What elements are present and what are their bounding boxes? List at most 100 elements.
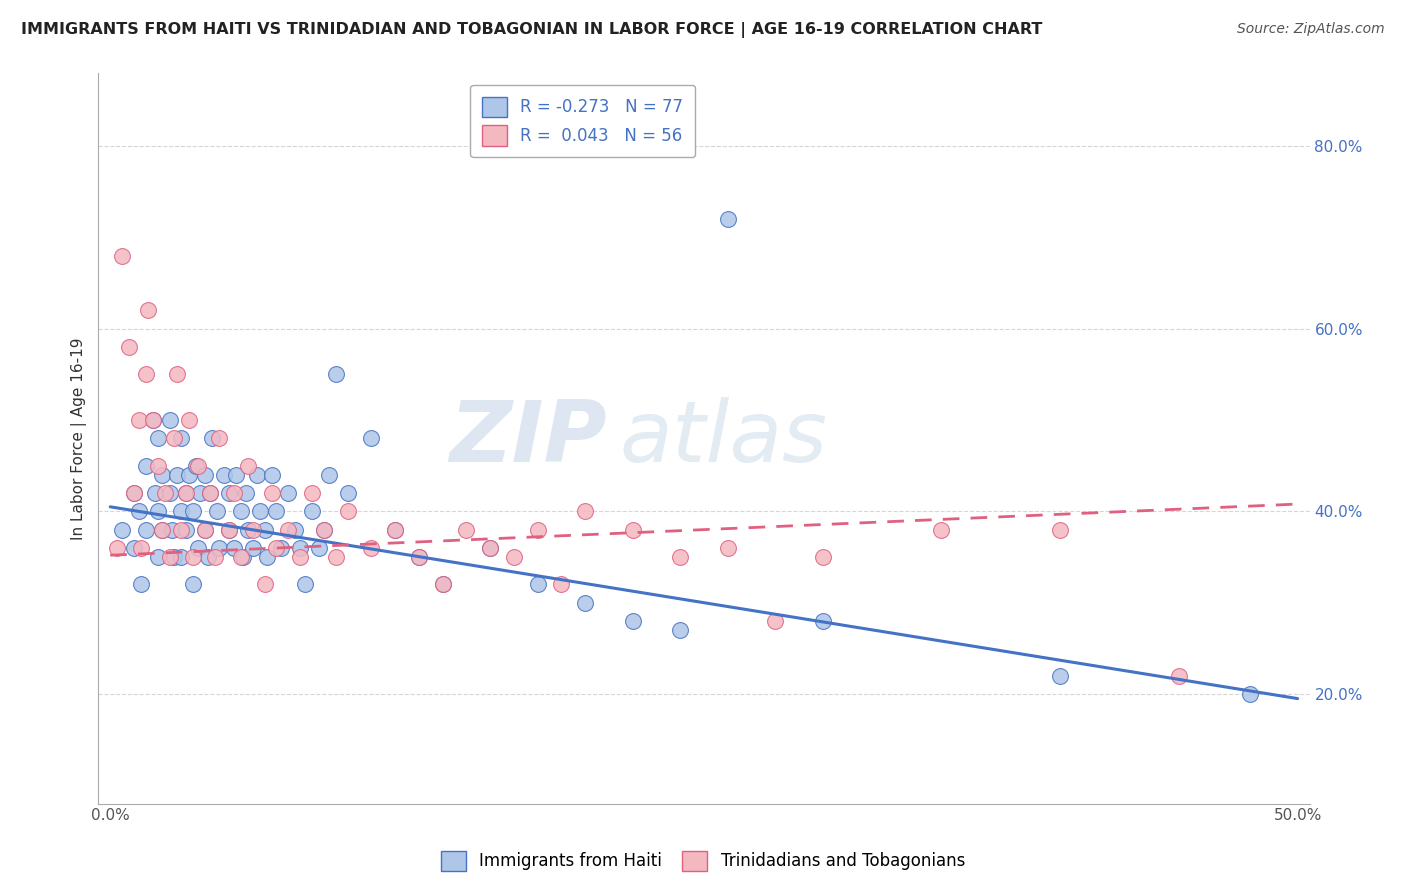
Point bbox=[277, 486, 299, 500]
Point bbox=[669, 623, 692, 637]
Point bbox=[129, 541, 152, 555]
Point bbox=[111, 523, 134, 537]
Point bbox=[128, 413, 150, 427]
Text: atlas: atlas bbox=[619, 397, 827, 480]
Point bbox=[218, 523, 240, 537]
Point bbox=[1049, 669, 1071, 683]
Point bbox=[242, 523, 264, 537]
Legend: Immigrants from Haiti, Trinidadians and Tobagonians: Immigrants from Haiti, Trinidadians and … bbox=[433, 842, 973, 880]
Point bbox=[432, 577, 454, 591]
Point bbox=[763, 614, 786, 628]
Point bbox=[290, 541, 312, 555]
Legend: R = -0.273   N = 77, R =  0.043   N = 56: R = -0.273 N = 77, R = 0.043 N = 56 bbox=[471, 85, 695, 157]
Point bbox=[384, 523, 406, 537]
Point bbox=[170, 549, 193, 564]
Point bbox=[284, 523, 307, 537]
Point bbox=[235, 486, 257, 500]
Point bbox=[159, 549, 181, 564]
Point bbox=[256, 549, 278, 564]
Point bbox=[135, 458, 157, 473]
Point bbox=[479, 541, 502, 555]
Point bbox=[187, 541, 209, 555]
Point bbox=[129, 577, 152, 591]
Point bbox=[229, 504, 252, 518]
Point bbox=[242, 541, 264, 555]
Text: Source: ZipAtlas.com: Source: ZipAtlas.com bbox=[1237, 22, 1385, 37]
Point bbox=[308, 541, 330, 555]
Point bbox=[122, 541, 145, 555]
Point bbox=[312, 523, 335, 537]
Point bbox=[229, 549, 252, 564]
Point bbox=[432, 577, 454, 591]
Point bbox=[222, 486, 245, 500]
Point bbox=[194, 523, 217, 537]
Point bbox=[277, 523, 299, 537]
Point bbox=[194, 467, 217, 482]
Point bbox=[290, 549, 312, 564]
Point bbox=[236, 458, 259, 473]
Point bbox=[811, 614, 834, 628]
Point bbox=[160, 523, 183, 537]
Point bbox=[249, 504, 271, 518]
Point bbox=[669, 549, 692, 564]
Point bbox=[135, 523, 157, 537]
Point bbox=[142, 413, 165, 427]
Point bbox=[408, 549, 430, 564]
Point bbox=[177, 467, 200, 482]
Point bbox=[266, 541, 288, 555]
Point bbox=[325, 549, 347, 564]
Point bbox=[146, 549, 169, 564]
Point bbox=[270, 541, 292, 555]
Text: ZIP: ZIP bbox=[450, 397, 607, 480]
Point bbox=[236, 523, 259, 537]
Y-axis label: In Labor Force | Age 16-19: In Labor Force | Age 16-19 bbox=[72, 337, 87, 540]
Point bbox=[312, 523, 335, 537]
Point bbox=[717, 541, 740, 555]
Point bbox=[183, 577, 205, 591]
Point bbox=[574, 596, 596, 610]
Point bbox=[931, 523, 953, 537]
Point bbox=[163, 431, 186, 445]
Point bbox=[456, 523, 478, 537]
Point bbox=[122, 486, 145, 500]
Point bbox=[318, 467, 340, 482]
Point bbox=[152, 467, 174, 482]
Point bbox=[135, 368, 157, 382]
Point bbox=[190, 486, 212, 500]
Point bbox=[360, 431, 382, 445]
Point bbox=[184, 458, 207, 473]
Point bbox=[208, 541, 231, 555]
Point bbox=[177, 413, 200, 427]
Point bbox=[187, 458, 209, 473]
Point bbox=[294, 577, 316, 591]
Point bbox=[232, 549, 254, 564]
Point bbox=[336, 486, 359, 500]
Point bbox=[574, 504, 596, 518]
Point bbox=[1239, 687, 1261, 701]
Point bbox=[811, 549, 834, 564]
Point bbox=[336, 504, 359, 518]
Point bbox=[201, 431, 224, 445]
Point bbox=[526, 523, 548, 537]
Point bbox=[260, 486, 283, 500]
Point bbox=[1167, 669, 1189, 683]
Point bbox=[208, 431, 231, 445]
Point bbox=[170, 523, 193, 537]
Point bbox=[621, 523, 644, 537]
Point bbox=[122, 486, 145, 500]
Point bbox=[197, 549, 219, 564]
Point bbox=[260, 467, 283, 482]
Point bbox=[225, 467, 247, 482]
Point bbox=[408, 549, 430, 564]
Point bbox=[159, 413, 181, 427]
Point bbox=[253, 577, 276, 591]
Point bbox=[301, 504, 323, 518]
Point bbox=[128, 504, 150, 518]
Point bbox=[212, 467, 235, 482]
Point bbox=[325, 368, 347, 382]
Point bbox=[143, 486, 166, 500]
Point bbox=[170, 431, 193, 445]
Point bbox=[166, 467, 188, 482]
Point bbox=[105, 541, 128, 555]
Point bbox=[153, 486, 176, 500]
